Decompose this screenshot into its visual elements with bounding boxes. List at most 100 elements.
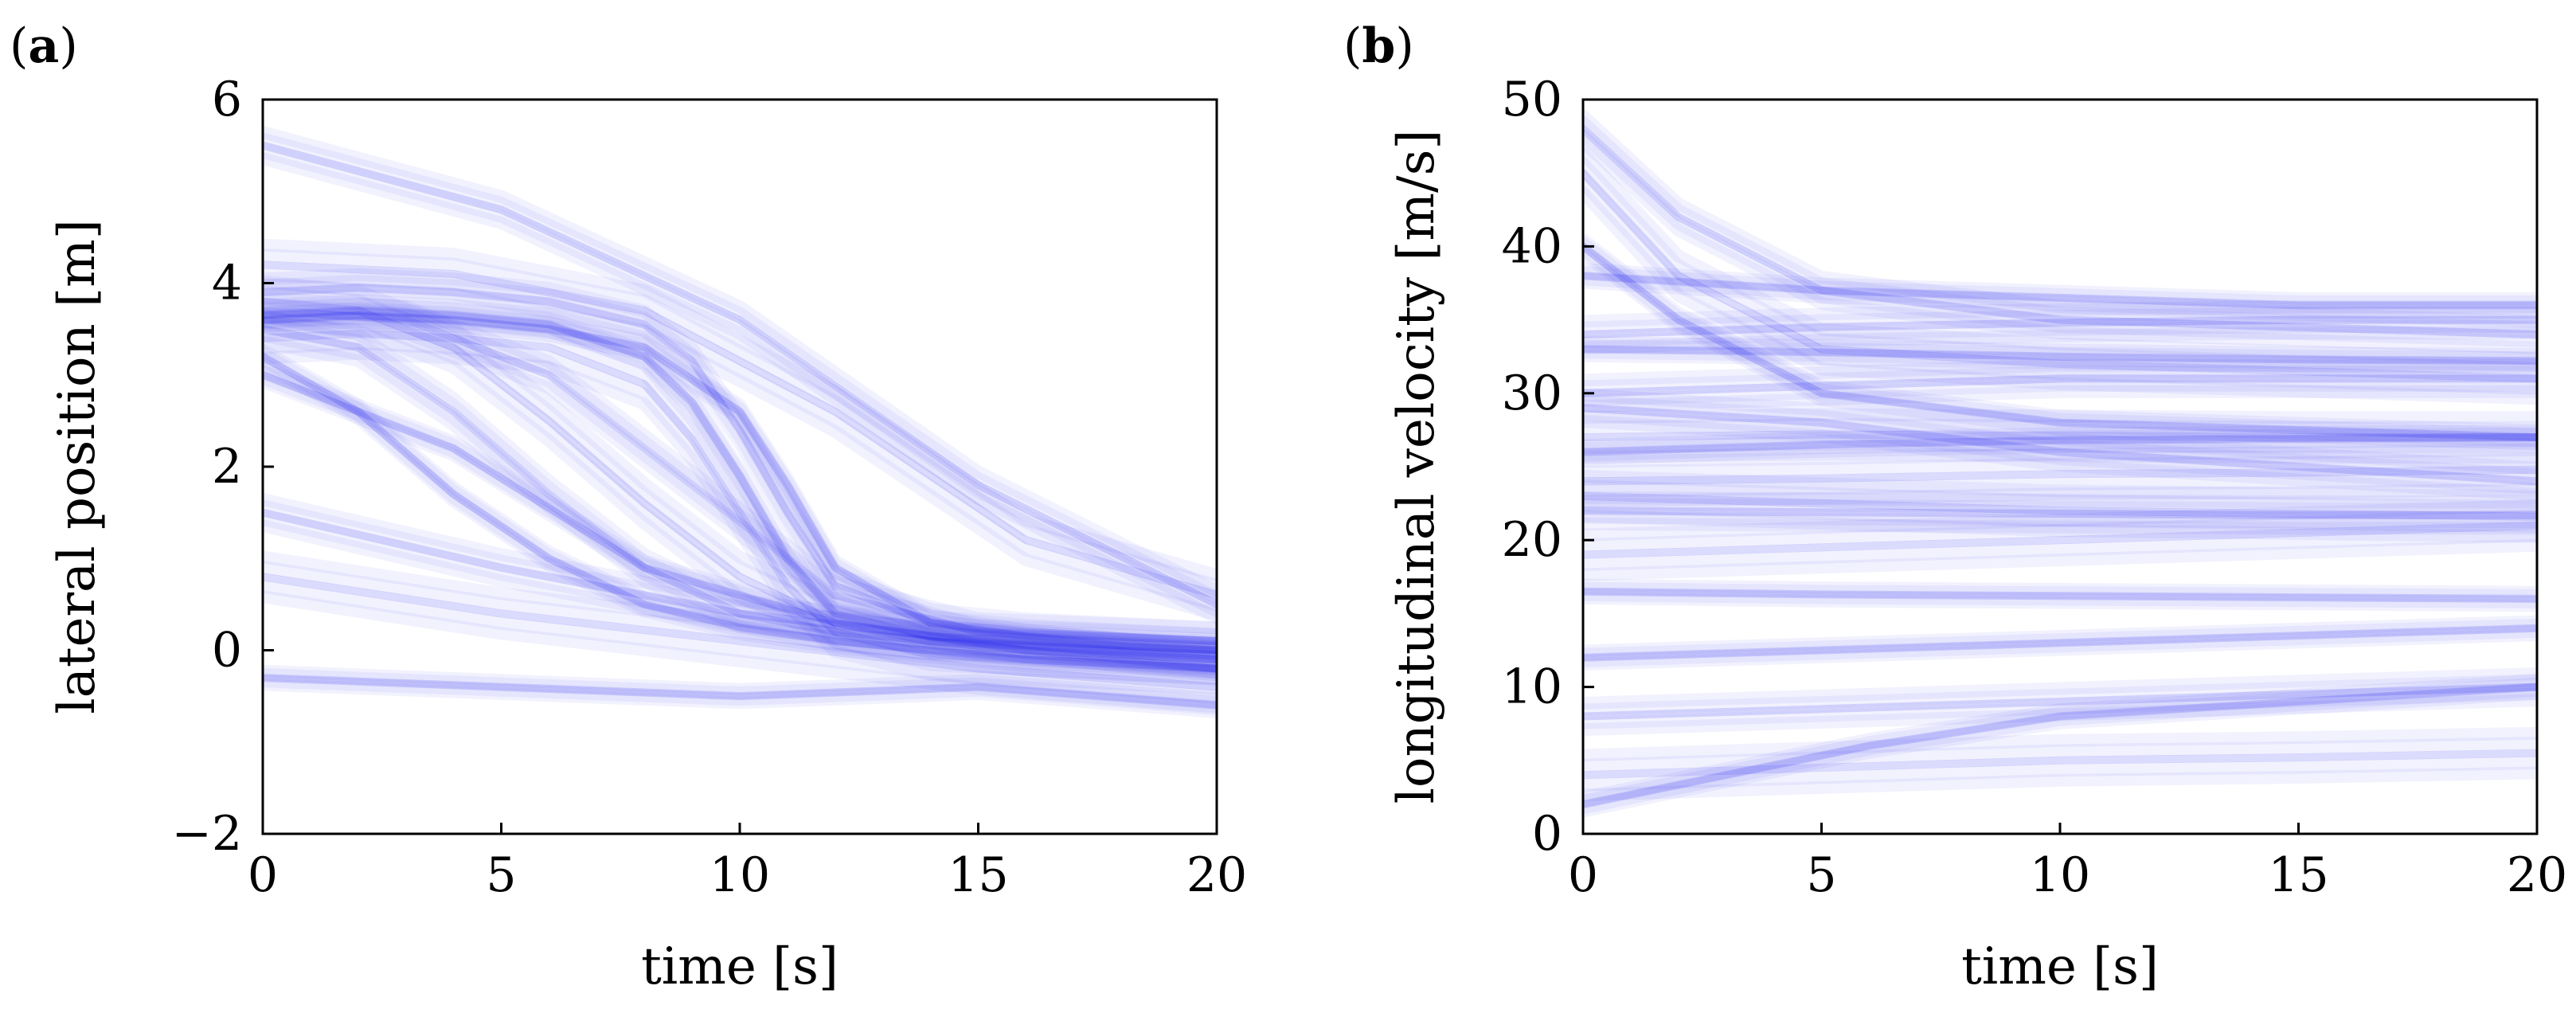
trajectory-line: [1583, 581, 2537, 602]
trajectory-line: [263, 307, 1217, 655]
trajectory-line: [1583, 246, 2537, 451]
trajectory-line: [1583, 263, 2537, 305]
trajectory-line: [263, 664, 1217, 706]
trajectory-line: [1583, 509, 2537, 552]
trajectory-line: [1583, 479, 2537, 514]
trajectory-line: [1583, 345, 2537, 366]
trajectory-line: [263, 371, 1217, 679]
x-tick-label: 0: [1568, 847, 1598, 903]
trajectory-line: [263, 278, 1217, 622]
trajectory-line: [263, 315, 1217, 663]
trajectory-line: [1583, 124, 2537, 338]
trajectory-line: [263, 268, 1217, 612]
plot-b-trajectories: [1583, 109, 2537, 818]
trajectory-line: [263, 675, 1217, 715]
trajectory-line: [1583, 349, 2537, 374]
trajectory-line: [1583, 470, 2537, 503]
trajectory-line: [1583, 683, 2537, 815]
trajectory-line: [1583, 625, 2537, 667]
plot-a-trajectories: [263, 126, 1217, 718]
trajectory-line: [263, 357, 1217, 682]
trajectory-line: [263, 335, 1217, 675]
x-tick-label: 5: [486, 847, 516, 903]
trajectory-line: [1583, 319, 2537, 348]
trajectory-line: [263, 275, 1217, 641]
trajectory-line: [263, 346, 1217, 695]
trajectory-line: [263, 508, 1217, 663]
trajectory-line: [1583, 109, 2537, 328]
y-tick-label: 0: [212, 623, 242, 679]
trajectory-line: [263, 365, 1217, 672]
trajectory-line: [263, 285, 1217, 656]
trajectory-line: [1583, 428, 2537, 456]
plot-b-ylabel: longitudinal velocity [m/s]: [1387, 130, 1446, 804]
trajectory-line: [263, 307, 1217, 660]
trajectory-line: [263, 674, 1217, 710]
trajectory-line: [1583, 453, 2537, 478]
panel-a-open-paren: (: [10, 18, 28, 74]
trajectory-line: [263, 297, 1217, 663]
trajectory-line: [1583, 242, 2537, 442]
trajectory-line: [263, 268, 1217, 635]
trajectory-line: [263, 238, 1217, 582]
trajectory-line: [1583, 465, 2537, 486]
trajectory-line: [263, 307, 1217, 645]
trajectory-line: [263, 329, 1217, 668]
trajectory-line: [1583, 433, 2537, 456]
trajectory-line: [1583, 588, 2537, 609]
trajectory-line: [1583, 404, 2537, 486]
x-tick-label: 20: [2507, 847, 2567, 903]
y-tick-label: 2: [212, 439, 242, 495]
panel-a-label: (a): [10, 18, 78, 74]
trajectory-line: [263, 560, 1217, 684]
trajectory-line: [1583, 448, 2537, 464]
trajectory-line: [1583, 339, 2537, 365]
trajectory-line: [1583, 233, 2537, 437]
trajectory-line: [1583, 437, 2537, 465]
trajectory-line: [1583, 578, 2537, 599]
plot-b-xlabel: time [s]: [1961, 937, 2159, 996]
trajectory-line: [1583, 674, 2537, 804]
trajectory-line: [1583, 507, 2537, 519]
trajectory-line: [263, 329, 1217, 673]
trajectory-line: [1583, 592, 2537, 612]
panel-b-letter: b: [1362, 18, 1395, 74]
trajectory-line: [1583, 266, 2537, 308]
trajectory-line: [1583, 315, 2537, 338]
trajectory-line: [263, 315, 1217, 655]
y-tick-label: −2: [172, 806, 242, 862]
trajectory-line: [263, 317, 1217, 666]
trajectory-line: [1583, 677, 2537, 808]
trajectory-line: [1583, 674, 2537, 717]
trajectory-line: [263, 305, 1217, 654]
trajectory-line: [263, 312, 1217, 660]
y-tick-label: 50: [1502, 72, 1562, 127]
trajectory-line: [1583, 683, 2537, 721]
y-tick-label: 20: [1502, 512, 1562, 568]
trajectory-line: [1583, 408, 2537, 495]
trajectory-line: [1583, 176, 2537, 395]
trajectory-line: [1583, 346, 2537, 371]
plot-a-xlabel: time [s]: [641, 937, 838, 996]
trajectory-line: [1583, 737, 2537, 772]
trajectory-line: [263, 337, 1217, 685]
panel-b-label: (b): [1343, 18, 1414, 74]
trajectory-line: [263, 370, 1217, 673]
trajectory-line: [1583, 510, 2537, 529]
trajectory-line: [263, 287, 1217, 655]
trajectory-line: [1583, 243, 2537, 448]
trajectory-line: [1583, 327, 2537, 354]
trajectory-line: [263, 297, 1217, 641]
trajectory-line: [1583, 517, 2537, 535]
trajectory-line: [263, 315, 1217, 686]
trajectory-line: [1583, 388, 2537, 475]
trajectory-line: [1583, 694, 2537, 737]
trajectory-line: [1583, 726, 2537, 762]
trajectory-line: [1583, 169, 2537, 383]
trajectory-line: [1583, 147, 2537, 366]
trajectory-line: [1583, 336, 2537, 361]
trajectory-line: [1583, 491, 2537, 521]
trajectory-line: [263, 343, 1217, 669]
panel-b-close-paren: ): [1395, 18, 1413, 74]
trajectory-line: [1583, 358, 2537, 387]
